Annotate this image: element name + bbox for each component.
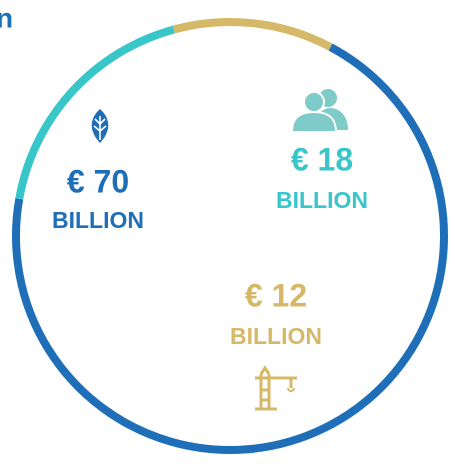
people-icon [290, 89, 348, 133]
ring-segment [12, 43, 448, 454]
value-label: € 18 [291, 141, 353, 177]
ring-segment [15, 25, 175, 200]
ring-segment [172, 18, 333, 51]
value-label: € 12 [245, 277, 307, 313]
unit-label: BILLION [52, 207, 144, 233]
value-label: € 70 [67, 163, 129, 199]
unit-label: BILLION [276, 187, 368, 213]
chart-title: n [0, 2, 13, 33]
leaf-icon [91, 109, 109, 143]
unit-label: BILLION [230, 323, 322, 349]
crane-icon [255, 365, 297, 411]
